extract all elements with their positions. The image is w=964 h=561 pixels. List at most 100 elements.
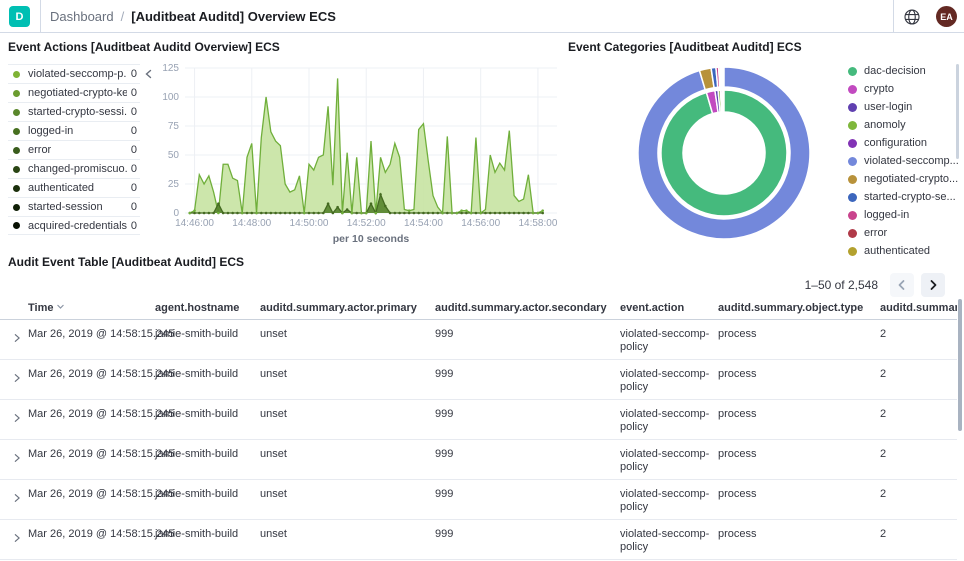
donut-segment-dac-decision[interactable] bbox=[660, 89, 788, 217]
audit-table-panel-title: Audit Event Table [Auditbeat Auditd] ECS bbox=[8, 255, 244, 269]
legend-color-dot bbox=[13, 70, 20, 78]
legend-color-dot bbox=[13, 89, 20, 97]
cell-hostname: jamie-smith-build bbox=[155, 328, 239, 340]
legend-color-dot bbox=[848, 210, 857, 220]
legend-item-label: user-login bbox=[864, 101, 913, 113]
globe-icon[interactable] bbox=[903, 8, 921, 26]
legend-item[interactable]: error bbox=[848, 224, 954, 242]
column-header-hostname[interactable]: agent.hostname bbox=[155, 302, 240, 314]
cell-actor_primary: unset bbox=[260, 328, 287, 340]
x-axis-tick-label: 14:58:00 bbox=[518, 218, 557, 229]
cell-object_type: process bbox=[718, 368, 757, 380]
column-header-time[interactable]: Time bbox=[28, 302, 65, 314]
legend-item[interactable]: crypto bbox=[848, 80, 954, 98]
legend-item-label: negotiated-crypto... bbox=[864, 173, 959, 185]
legend-item[interactable]: started-session 0 bbox=[8, 197, 140, 216]
cell-actor_secondary: 999 bbox=[435, 488, 454, 500]
legend-item[interactable]: dac-decision bbox=[848, 62, 954, 80]
column-header-actor_secondary[interactable]: auditd.summary.actor.secondary bbox=[435, 302, 607, 314]
legend-color-dot bbox=[848, 120, 857, 130]
legend-item-value: 0 bbox=[130, 68, 137, 80]
row-expand-icon[interactable] bbox=[12, 490, 22, 502]
legend-item-value: 0 bbox=[130, 201, 137, 213]
legend-item-label: dac-decision bbox=[864, 65, 926, 77]
legend-item[interactable]: violated-seccomp... bbox=[848, 152, 959, 170]
row-expand-icon[interactable] bbox=[12, 370, 22, 382]
row-expand-icon[interactable] bbox=[12, 410, 22, 422]
legend-color-dot bbox=[848, 138, 857, 148]
sort-down-icon bbox=[56, 302, 65, 314]
x-axis-tick-label: 14:46:00 bbox=[175, 218, 214, 229]
cell-actor_secondary: 999 bbox=[435, 448, 454, 460]
breadcrumb-dashboard-link[interactable]: Dashboard bbox=[50, 8, 114, 24]
legend-item[interactable]: logged-in bbox=[848, 206, 954, 224]
user-avatar[interactable]: EA bbox=[936, 6, 957, 27]
cell-actor_primary: unset bbox=[260, 488, 287, 500]
legend-color-dot bbox=[13, 184, 20, 192]
legend-item-label: changed-promiscuo... bbox=[28, 163, 127, 175]
legend-item[interactable]: anomoly bbox=[848, 116, 954, 134]
legend-collapse-icon[interactable] bbox=[143, 67, 155, 79]
cell-action: violated-seccomp-policy bbox=[620, 448, 710, 473]
table-row: Mar 26, 2019 @ 14:58:15.245 jamie-smith-b… bbox=[0, 440, 957, 480]
row-expand-icon[interactable] bbox=[12, 530, 22, 542]
cell-actor_secondary: 999 bbox=[435, 408, 454, 420]
event-categories-donut-chart[interactable] bbox=[630, 60, 820, 250]
column-header-how[interactable]: auditd.summary bbox=[880, 302, 957, 314]
legend-item[interactable]: violated-seccomp-p... 0 bbox=[8, 64, 140, 83]
legend-item[interactable]: negotiated-crypto-key 0 bbox=[8, 83, 140, 102]
cell-how: 2 bbox=[880, 408, 887, 420]
legend-item[interactable]: authenticated 0 bbox=[8, 178, 140, 197]
cell-action: violated-seccomp-policy bbox=[620, 408, 710, 433]
legend-item[interactable]: started-crypto-sessi... 0 bbox=[8, 102, 140, 121]
cell-action: violated-seccomp-policy bbox=[620, 528, 710, 553]
legend-color-dot bbox=[13, 203, 20, 211]
legend-item[interactable]: changed-promiscuo... 0 bbox=[8, 159, 140, 178]
event-categories-legend: dac-decision crypto user-login anomoly confi… bbox=[848, 62, 959, 260]
column-header-object_type[interactable]: auditd.summary.object.type bbox=[718, 302, 864, 314]
legend-item[interactable]: error 0 bbox=[8, 140, 140, 159]
cell-actor_secondary: 999 bbox=[435, 528, 454, 540]
legend-item-label: error bbox=[864, 227, 888, 239]
row-expand-icon[interactable] bbox=[12, 330, 22, 342]
legend-item[interactable]: user-login bbox=[848, 98, 954, 116]
legend-item-label: anomoly bbox=[864, 119, 906, 131]
legend-item[interactable]: negotiated-crypto... bbox=[848, 170, 958, 188]
legend-item[interactable]: configuration bbox=[848, 134, 954, 152]
column-header-actor_primary[interactable]: auditd.summary.actor.primary bbox=[260, 302, 417, 314]
legend-color-dot bbox=[13, 222, 20, 229]
navbar-divider bbox=[40, 0, 41, 32]
dashboard-app-icon[interactable]: D bbox=[9, 6, 30, 27]
legend-item[interactable]: authenticated bbox=[848, 242, 954, 260]
legend-color-dot bbox=[848, 228, 857, 238]
legend-item-value: 0 bbox=[130, 144, 137, 156]
legend-item-label: started-session bbox=[28, 201, 103, 213]
legend-item[interactable]: started-crypto-se... bbox=[848, 188, 956, 206]
event-actions-legend: violated-seccomp-p... 0 negotiated-crypto-… bbox=[8, 64, 140, 235]
legend-item-value: 0 bbox=[130, 87, 137, 99]
column-header-action[interactable]: event.action bbox=[620, 302, 685, 314]
table-row: Mar 26, 2019 @ 14:58:15.245 jamie-smith-b… bbox=[0, 360, 957, 400]
event-actions-area-chart[interactable]: 0 25 50 75 100 125 14:46:00 14:48:00 14:50:00 14:… bbox=[159, 59, 561, 245]
cell-action: violated-seccomp-policy bbox=[620, 328, 710, 353]
legend-item[interactable]: acquired-credentials 0 bbox=[8, 216, 140, 235]
donut-segment-authenticated[interactable] bbox=[719, 66, 723, 88]
legend-color-dot bbox=[848, 102, 857, 112]
cell-how: 2 bbox=[880, 488, 887, 500]
legend-scrollbar[interactable] bbox=[956, 64, 959, 159]
y-axis-tick-label: 50 bbox=[168, 150, 180, 161]
pagination-prev-button[interactable] bbox=[890, 273, 914, 297]
legend-item-label: configuration bbox=[864, 137, 927, 149]
donut-segment-configuration[interactable] bbox=[719, 89, 724, 113]
cell-time: Mar 26, 2019 @ 14:58:15.245 bbox=[28, 528, 175, 540]
cell-actor_primary: unset bbox=[260, 408, 287, 420]
row-expand-icon[interactable] bbox=[12, 450, 22, 462]
legend-color-dot bbox=[848, 84, 857, 94]
legend-item[interactable]: logged-in 0 bbox=[8, 121, 140, 140]
x-axis-tick-label: 14:54:00 bbox=[404, 218, 443, 229]
table-scrollbar[interactable] bbox=[958, 299, 962, 431]
cell-time: Mar 26, 2019 @ 14:58:15.245 bbox=[28, 408, 175, 420]
cell-object_type: process bbox=[718, 488, 757, 500]
donut-segment-violated-seccomp-policy[interactable] bbox=[637, 66, 811, 240]
pagination-next-button[interactable] bbox=[921, 273, 945, 297]
